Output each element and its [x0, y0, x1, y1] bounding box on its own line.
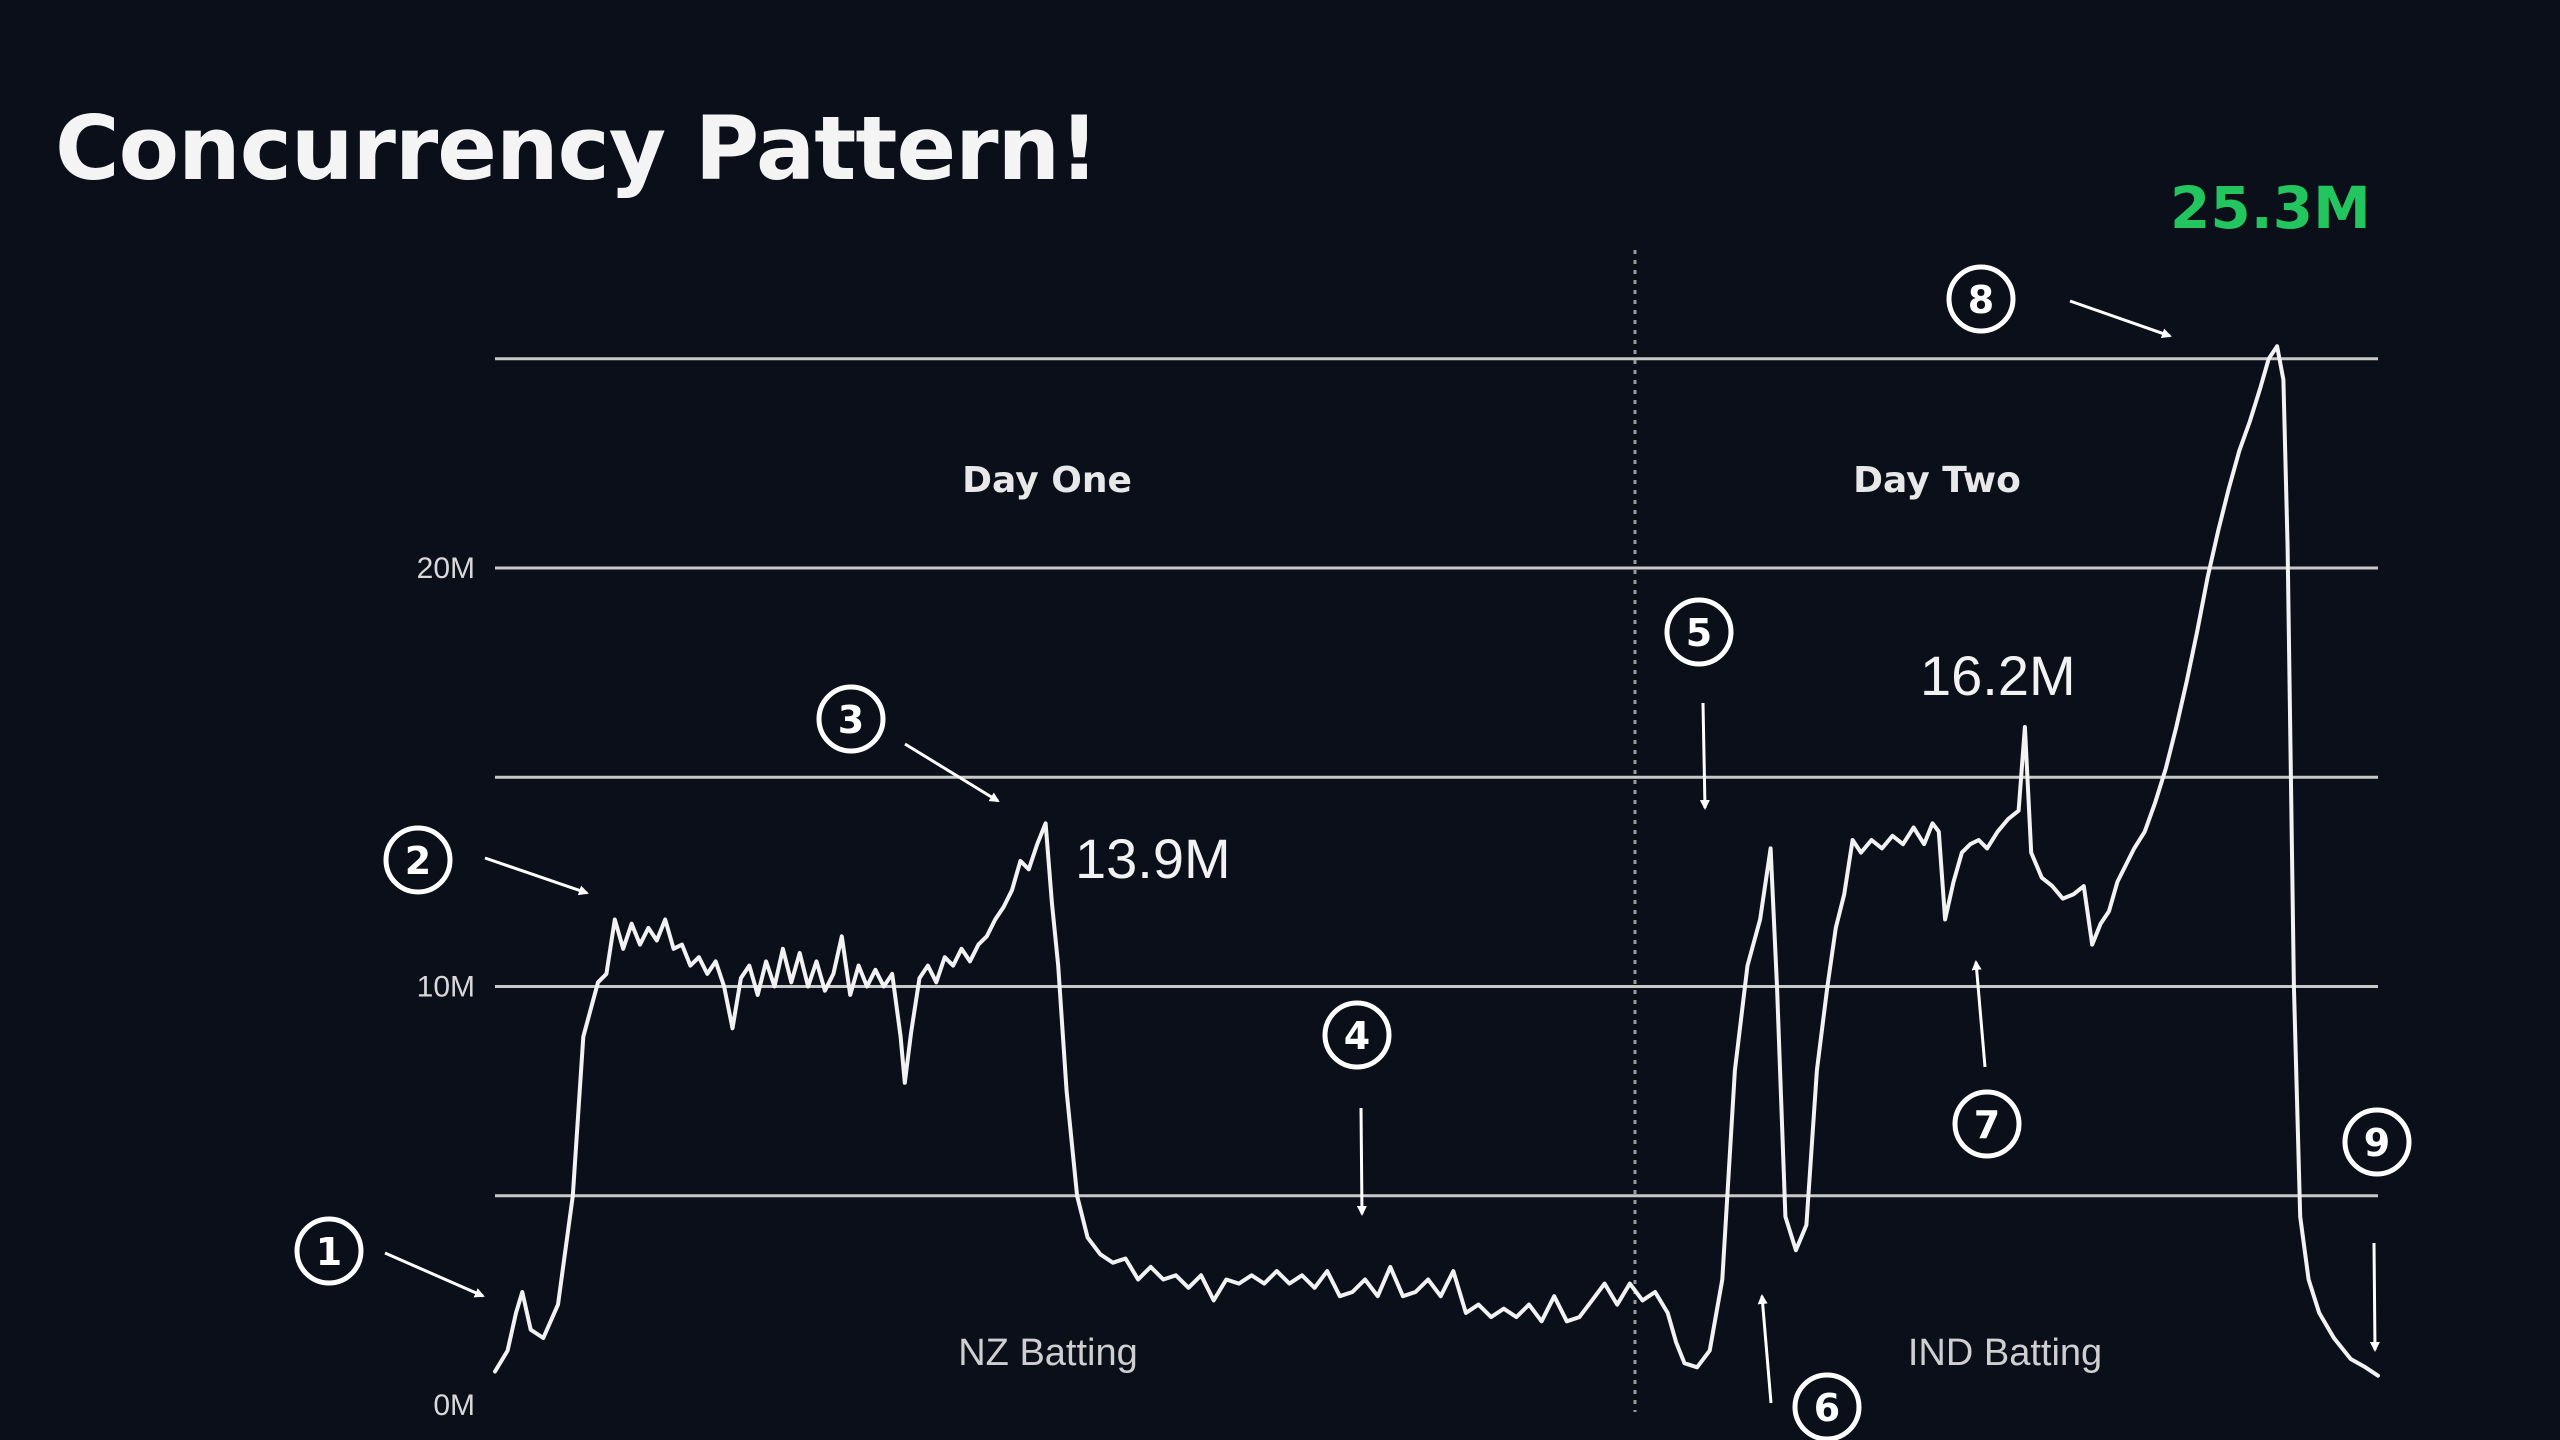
svg-text:7: 7 — [1974, 1103, 2000, 1147]
svg-text:9: 9 — [2364, 1121, 2390, 1165]
y-tick-label: 0M — [433, 1389, 475, 1422]
marker-8: 8 — [1946, 264, 2172, 339]
page-title: Concurrency Pattern! — [55, 97, 1099, 200]
svg-text:8: 8 — [1968, 278, 1994, 322]
marker-5: 5 — [1664, 597, 1734, 810]
svg-text:6: 6 — [1814, 1386, 1840, 1430]
y-tick-label: 10M — [417, 971, 475, 1004]
marker-1: 1 — [294, 1216, 485, 1298]
day-one-label: Day One — [962, 460, 1132, 501]
peak-value-label: 25.3M — [2170, 174, 2371, 242]
y-tick-label: 20M — [417, 552, 475, 585]
marker-7: 7 — [1952, 960, 2022, 1159]
marker-2: 2 — [383, 825, 589, 896]
svg-text:1: 1 — [316, 1230, 342, 1274]
nz-batting-label: NZ Batting — [958, 1332, 1138, 1374]
concurrency-series-line — [493, 344, 2380, 1378]
ind-batting-label: IND Batting — [1908, 1332, 2102, 1374]
svg-text:2: 2 — [405, 839, 431, 883]
svg-text:4: 4 — [1344, 1014, 1370, 1058]
y-tick-labels: 0M 10M 20M — [417, 552, 475, 1422]
annotation-markers: 1 2 3 4 5 6 7 — [294, 264, 2412, 1440]
marker-9: 9 — [2342, 1107, 2412, 1352]
value-label-16-2m: 16.2M — [1920, 644, 2076, 707]
value-label-13-9m: 13.9M — [1075, 827, 1231, 890]
marker-6: 6 — [1757, 1294, 1862, 1440]
day-two-label: Day Two — [1853, 460, 2021, 501]
svg-text:5: 5 — [1686, 611, 1712, 655]
marker-3: 3 — [816, 684, 1000, 803]
gridlines — [495, 357, 2378, 1198]
svg-text:3: 3 — [838, 698, 864, 742]
marker-4: 4 — [1322, 1000, 1392, 1216]
